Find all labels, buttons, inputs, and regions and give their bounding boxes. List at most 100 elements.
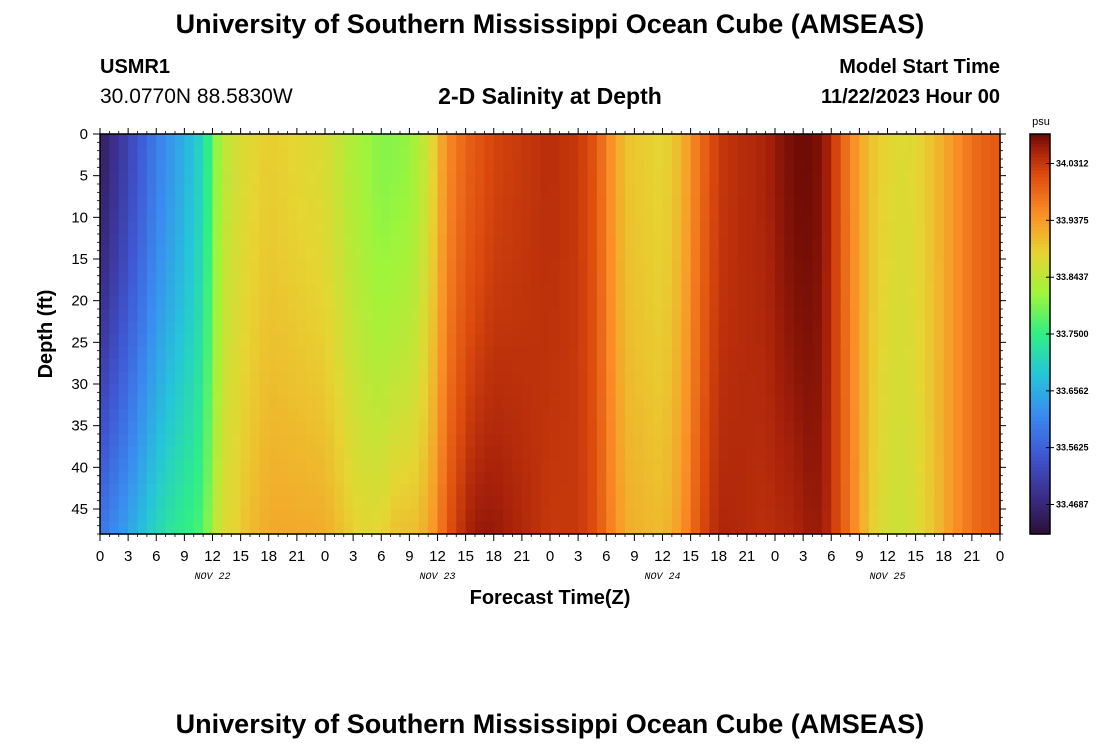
heatmap-cell: [784, 409, 795, 423]
heatmap-cell: [512, 396, 523, 410]
heatmap-cell: [212, 371, 223, 385]
heatmap-cell: [550, 496, 560, 510]
heatmap-cell: [653, 421, 664, 435]
heatmap-cell: [278, 134, 289, 148]
heatmap-cell: [775, 371, 785, 385]
heatmap-cell: [484, 159, 495, 173]
x-tick-label: 15: [682, 548, 699, 565]
heatmap-cell: [746, 509, 757, 523]
heatmap-cell: [868, 421, 879, 435]
heatmap-cell: [596, 246, 607, 260]
heatmap-cell: [362, 384, 373, 398]
heatmap-cell: [559, 196, 570, 210]
heatmap-cell: [503, 159, 514, 173]
heatmap-cell: [484, 396, 495, 410]
heatmap-cell: [662, 221, 673, 235]
heatmap-cell: [231, 309, 242, 323]
heatmap-cell: [821, 309, 832, 323]
heatmap-cell: [268, 134, 279, 148]
heatmap-cell: [437, 334, 448, 348]
heatmap-cell: [315, 409, 326, 423]
heatmap-cell: [746, 221, 757, 235]
heatmap-cell: [409, 171, 420, 185]
heatmap-cell: [475, 296, 485, 310]
heatmap-cell: [221, 171, 232, 185]
colorbar-segment: [1030, 514, 1050, 518]
heatmap-cell: [831, 496, 842, 510]
heatmap-cell: [428, 246, 439, 260]
heatmap-cell: [896, 346, 907, 360]
heatmap-cell: [840, 259, 851, 273]
heatmap-cell: [625, 321, 635, 335]
heatmap-cell: [146, 396, 157, 410]
heatmap-cell: [371, 209, 382, 223]
heatmap-cell: [268, 409, 279, 423]
heatmap-cell: [465, 221, 476, 235]
heatmap-cell: [971, 459, 982, 473]
heatmap-cell: [981, 496, 992, 510]
heatmap-cell: [418, 396, 429, 410]
heatmap-cell: [634, 484, 645, 498]
heatmap-cell: [850, 371, 860, 385]
heatmap-cell: [268, 496, 279, 510]
heatmap-cell: [503, 471, 514, 485]
heatmap-cell: [521, 296, 532, 310]
heatmap-cell: [100, 209, 110, 223]
heatmap-cell: [962, 146, 973, 160]
heatmap-cell: [465, 421, 476, 435]
heatmap-cell: [634, 496, 645, 510]
heatmap-cell: [118, 234, 129, 248]
heatmap-cell: [765, 159, 776, 173]
heatmap-cell: [381, 209, 392, 223]
heatmap-cell: [409, 246, 420, 260]
heatmap-cell: [737, 359, 748, 373]
heatmap-cell: [250, 371, 260, 385]
heatmap-cell: [718, 209, 729, 223]
heatmap-cell: [409, 421, 420, 435]
heatmap-cell: [540, 371, 551, 385]
heatmap-cell: [353, 409, 364, 423]
heatmap-cell: [343, 496, 354, 510]
heatmap-cell: [240, 184, 251, 198]
heatmap-cell: [596, 284, 607, 298]
heatmap-cell: [803, 221, 814, 235]
heatmap-cell: [653, 196, 664, 210]
heatmap-cell: [259, 521, 270, 535]
heatmap-cell: [718, 221, 729, 235]
heatmap-cell: [887, 221, 898, 235]
heatmap-cell: [850, 134, 860, 148]
colorbar-segment: [1030, 347, 1050, 352]
heatmap-cell: [531, 471, 542, 485]
heatmap-cell: [915, 434, 926, 448]
heatmap-cell: [906, 271, 917, 285]
heatmap-cell: [381, 434, 392, 448]
heatmap-cell: [231, 171, 242, 185]
heatmap-cell: [896, 321, 907, 335]
heatmap-cell: [831, 234, 842, 248]
heatmap-cell: [831, 271, 842, 285]
heatmap-cell: [878, 196, 889, 210]
heatmap-cell: [221, 146, 232, 160]
heatmap-cell: [259, 184, 270, 198]
heatmap-cell: [803, 496, 814, 510]
x-tick-label: 18: [260, 548, 277, 565]
heatmap-cell: [118, 246, 129, 260]
heatmap-cell: [531, 459, 542, 473]
heatmap-cell: [887, 496, 898, 510]
heatmap-cell: [278, 434, 289, 448]
heatmap-cell: [278, 171, 289, 185]
heatmap-cell: [990, 484, 1001, 498]
heatmap-cell: [718, 159, 729, 173]
heatmap-cell: [906, 296, 917, 310]
heatmap-cell: [456, 421, 467, 435]
heatmap-cell: [981, 446, 992, 460]
heatmap-cell: [840, 484, 851, 498]
heatmap-cell: [634, 371, 645, 385]
heatmap-cell: [259, 421, 270, 435]
heatmap-cell: [390, 259, 401, 273]
heatmap-cell: [906, 421, 917, 435]
heatmap-cell: [587, 146, 598, 160]
heatmap-cell: [990, 396, 1001, 410]
heatmap-cell: [887, 171, 898, 185]
heatmap-cell: [353, 309, 364, 323]
